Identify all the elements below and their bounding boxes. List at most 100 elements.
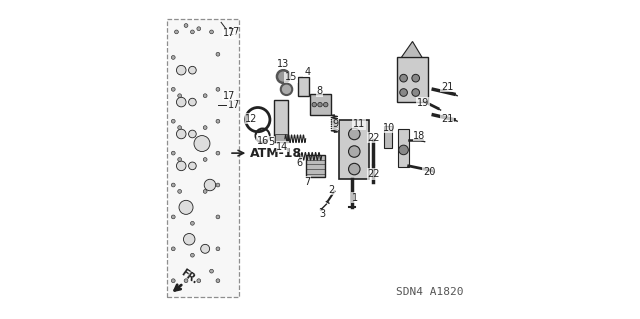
Circle shape xyxy=(349,146,360,157)
Text: 4: 4 xyxy=(304,67,310,77)
Circle shape xyxy=(178,189,182,193)
Circle shape xyxy=(177,161,186,171)
Text: 8: 8 xyxy=(316,86,323,96)
Circle shape xyxy=(281,84,292,95)
Circle shape xyxy=(412,89,420,96)
Bar xyxy=(275,134,287,142)
Text: 20: 20 xyxy=(423,167,435,177)
Circle shape xyxy=(191,253,195,257)
Text: 13: 13 xyxy=(277,59,289,69)
Circle shape xyxy=(312,102,317,107)
Polygon shape xyxy=(401,41,422,57)
Circle shape xyxy=(210,269,214,273)
Circle shape xyxy=(318,102,322,107)
Text: FR.: FR. xyxy=(179,267,200,286)
Circle shape xyxy=(216,151,220,155)
Circle shape xyxy=(172,87,175,91)
Circle shape xyxy=(197,279,201,283)
Text: 2: 2 xyxy=(328,185,334,195)
Circle shape xyxy=(178,94,182,98)
Text: 10: 10 xyxy=(383,122,396,133)
Text: 21: 21 xyxy=(441,114,453,124)
Circle shape xyxy=(189,130,196,138)
Circle shape xyxy=(204,179,216,191)
Text: 17: 17 xyxy=(227,27,240,37)
Circle shape xyxy=(204,158,207,161)
Text: 15: 15 xyxy=(284,72,297,82)
Circle shape xyxy=(400,89,408,96)
Text: 6: 6 xyxy=(296,158,302,168)
Circle shape xyxy=(216,279,220,283)
Circle shape xyxy=(216,119,220,123)
Text: 19: 19 xyxy=(417,98,429,108)
Circle shape xyxy=(184,24,188,27)
Circle shape xyxy=(400,74,408,82)
Bar xyxy=(167,19,239,297)
Circle shape xyxy=(179,200,193,214)
Circle shape xyxy=(349,128,360,140)
Circle shape xyxy=(184,279,188,283)
Circle shape xyxy=(178,158,182,161)
Circle shape xyxy=(172,151,175,155)
Circle shape xyxy=(184,234,195,245)
Bar xyxy=(397,57,428,102)
Circle shape xyxy=(204,189,207,193)
Circle shape xyxy=(177,97,186,107)
Bar xyxy=(306,155,324,177)
Circle shape xyxy=(216,247,220,251)
Text: 21: 21 xyxy=(441,82,453,92)
Circle shape xyxy=(189,66,196,74)
Circle shape xyxy=(204,94,207,98)
Circle shape xyxy=(216,87,220,91)
Text: ATM-18: ATM-18 xyxy=(250,147,302,160)
Text: 1: 1 xyxy=(352,193,358,203)
Text: 17: 17 xyxy=(227,100,240,110)
Circle shape xyxy=(172,56,175,59)
Circle shape xyxy=(191,221,195,225)
Circle shape xyxy=(172,183,175,187)
Circle shape xyxy=(189,162,196,170)
Text: 7: 7 xyxy=(304,177,310,187)
Circle shape xyxy=(178,126,182,130)
Circle shape xyxy=(172,279,175,283)
Circle shape xyxy=(194,136,210,152)
Circle shape xyxy=(399,145,408,155)
Circle shape xyxy=(320,208,323,211)
Text: 9: 9 xyxy=(332,119,339,130)
Bar xyxy=(274,100,288,142)
Text: SDN4 A1820: SDN4 A1820 xyxy=(396,287,463,297)
Text: 22: 22 xyxy=(367,169,380,179)
Text: 11: 11 xyxy=(353,119,365,130)
Text: 14: 14 xyxy=(276,142,289,152)
Circle shape xyxy=(349,163,360,175)
Text: 3: 3 xyxy=(319,209,326,219)
Circle shape xyxy=(189,98,196,106)
Circle shape xyxy=(191,30,195,34)
Text: 16: 16 xyxy=(257,136,269,146)
Bar xyxy=(298,77,309,96)
Bar xyxy=(339,120,369,179)
Text: 18: 18 xyxy=(413,130,426,141)
Circle shape xyxy=(175,30,179,34)
Circle shape xyxy=(323,102,328,107)
Circle shape xyxy=(216,52,220,56)
Circle shape xyxy=(216,215,220,219)
Circle shape xyxy=(210,30,214,34)
Text: 17: 17 xyxy=(223,28,236,39)
Circle shape xyxy=(177,129,186,139)
Bar xyxy=(384,126,392,148)
Text: 17: 17 xyxy=(223,91,236,101)
Circle shape xyxy=(172,247,175,251)
Circle shape xyxy=(197,27,201,31)
Circle shape xyxy=(201,244,210,253)
Circle shape xyxy=(277,70,290,83)
Circle shape xyxy=(177,65,186,75)
Circle shape xyxy=(216,183,220,187)
Circle shape xyxy=(412,74,420,82)
Text: 22: 22 xyxy=(367,133,380,143)
Text: 5: 5 xyxy=(268,137,275,147)
Circle shape xyxy=(172,215,175,219)
Circle shape xyxy=(204,126,207,130)
Bar xyxy=(310,94,330,115)
Text: 12: 12 xyxy=(245,114,258,124)
